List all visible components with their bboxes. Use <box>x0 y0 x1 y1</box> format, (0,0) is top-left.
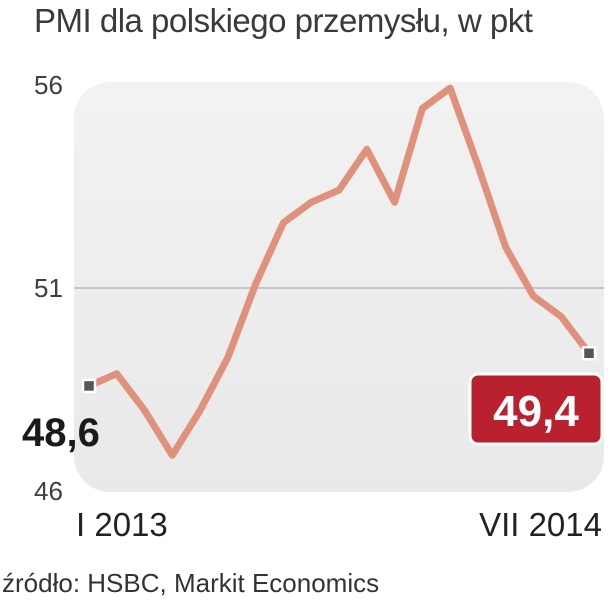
x-tick-label-end: VII 2014 <box>479 506 602 543</box>
end-value-badge <box>468 372 604 446</box>
start-point-marker <box>81 378 97 394</box>
series-line <box>85 84 593 459</box>
x-tick-label-start: I 2013 <box>76 506 168 543</box>
start-value-label: 48,6 <box>22 411 100 455</box>
chart-title: PMI dla polskiego przemysłu, w pkt <box>34 2 533 39</box>
y-tick-label-51: 51 <box>34 273 63 303</box>
y-tick-label-46: 46 <box>34 476 63 506</box>
y-tick-label-56: 56 <box>34 70 63 100</box>
end-value-label: 49,4 <box>493 387 579 436</box>
source-note: źródło: HSBC, Markit Economics <box>2 568 380 598</box>
end-point-marker <box>581 346 597 361</box>
